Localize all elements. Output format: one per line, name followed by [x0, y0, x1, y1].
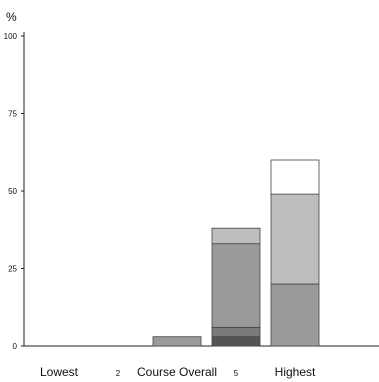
y-axis-ticks: 0 25 50 75 100 [4, 32, 24, 351]
x-category-label: Highest [275, 365, 316, 379]
x-category-label: 5 [234, 369, 239, 378]
bar-segment [211, 326, 261, 338]
bar-segment [270, 283, 320, 347]
y-tick-label: 100 [4, 32, 18, 41]
x-category-label: Course Overall [137, 365, 217, 379]
bar-segment [152, 336, 202, 347]
y-tick-label: 25 [8, 265, 17, 274]
bars-group [152, 159, 320, 347]
bar-segment [270, 159, 320, 195]
y-axis-unit-label: % [6, 10, 17, 24]
x-axis-labels: Lowest 2 Course Overall 5 Highest [40, 365, 316, 379]
bar-segment [211, 227, 261, 245]
bar-segment [270, 193, 320, 285]
x-category-label: 2 [116, 369, 121, 378]
y-tick-label: 0 [13, 342, 18, 351]
bar-segment [211, 243, 261, 328]
bar-segment [211, 336, 261, 347]
y-tick-label: 50 [8, 187, 17, 196]
y-tick-label: 75 [8, 110, 17, 119]
x-category-label: Lowest [40, 365, 79, 379]
